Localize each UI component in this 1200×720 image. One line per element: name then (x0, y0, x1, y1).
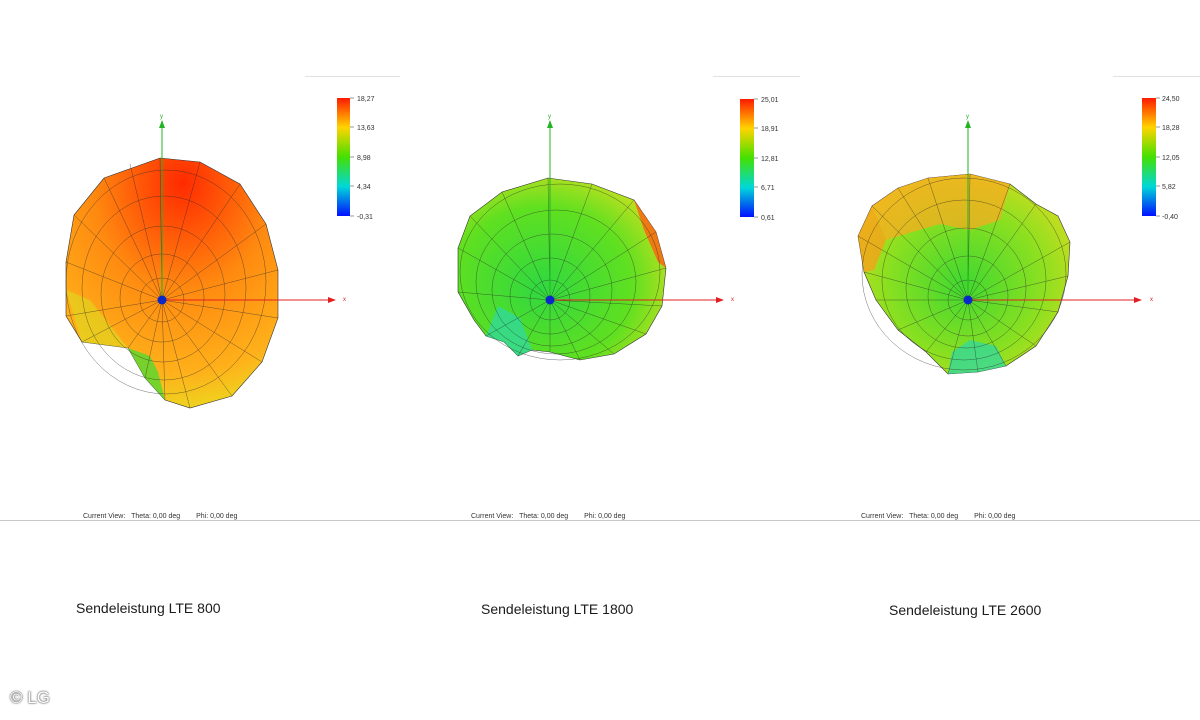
x-axis-arrow (716, 297, 724, 303)
chart-caption: Sendeleistung LTE 800 (76, 600, 221, 616)
x-axis-label: x (1150, 297, 1153, 303)
x-axis-arrow (1134, 297, 1142, 303)
colorbar-tick-label: 13,63 (357, 125, 375, 132)
pattern-lobe-green (128, 348, 165, 400)
colorbar-tick-label: 4,34 (357, 184, 371, 191)
colorbar-top-rule (1113, 76, 1200, 77)
chart-panel-lte-1800: y x 25,01 18,91 12,81 6,71 0,61 Current … (400, 0, 800, 720)
colorbar-tick-label: 12,05 (1162, 155, 1180, 162)
y-axis-label: y (160, 114, 163, 120)
y-axis-label: y (548, 114, 551, 120)
current-view-readout: Current View: Theta: 0,00 deg Phi: 0,00 … (471, 513, 626, 520)
current-view-readout: Current View: Theta: 0,00 deg Phi: 0,00 … (83, 513, 238, 520)
x-axis-label: x (343, 297, 346, 303)
colorbar-tick-label: 0,61 (761, 215, 775, 222)
copyright-watermark: © LG (10, 688, 50, 707)
colorbar-top-rule (305, 76, 400, 77)
colorbar-tick-label: 18,28 (1162, 125, 1180, 132)
current-view-readout: Current View: Theta: 0,00 deg Phi: 0,00 … (861, 513, 1016, 520)
colorbar-ticks (754, 98, 758, 218)
colorbar-tick-label: 5,82 (1162, 184, 1176, 191)
colorbar-tick-label: 24,50 (1162, 96, 1180, 103)
y-axis-arrow (965, 120, 971, 128)
colorbar-tick-label: 18,91 (761, 126, 779, 133)
chart-caption: Sendeleistung LTE 1800 (481, 601, 634, 617)
colorbar-top-rule (713, 76, 800, 77)
colorbar-ticks (1156, 97, 1160, 217)
colorbar-ticks (350, 97, 354, 217)
chart-panel-lte-800: y x 18,27 13,63 8,98 4,34 -0,31 Current … (0, 0, 400, 720)
origin-point (963, 295, 973, 305)
colorbar-tick-label: 25,01 (761, 97, 779, 104)
y-axis-label: y (966, 114, 969, 120)
pattern-lobe-cyan (948, 340, 1006, 374)
colorbar (337, 98, 350, 216)
pattern-surface (65, 157, 279, 409)
pattern-lobe-orange-left (858, 206, 886, 272)
radiation-pattern-lte-800: y x 18,27 13,63 8,98 4,34 -0,31 (65, 96, 375, 409)
origin-point (157, 295, 167, 305)
colorbar (740, 99, 754, 217)
radiation-pattern-lte-1800: y x 25,01 18,91 12,81 6,71 0,61 (457, 97, 779, 361)
x-axis-arrow (328, 297, 336, 303)
colorbar-tick-label: 6,71 (761, 185, 775, 192)
pattern-lobe-cyan (486, 306, 532, 356)
y-axis-arrow (547, 120, 553, 128)
chart-panel-lte-2600: y x 24,50 18,28 12,05 5,82 -0,40 Current… (800, 0, 1200, 720)
colorbar-tick-label: 18,27 (357, 96, 375, 103)
x-axis-label: x (731, 297, 734, 303)
colorbar-tick-label: 12,81 (761, 156, 779, 163)
pattern-lobe-orange-top (872, 174, 1010, 240)
colorbar (1142, 98, 1156, 216)
radiation-pattern-lte-2600: y x 24,50 18,28 12,05 5,82 -0,40 (857, 96, 1180, 375)
colorbar-tick-label: -0,31 (357, 214, 373, 221)
chart-caption: Sendeleistung LTE 2600 (889, 602, 1042, 618)
origin-point (545, 295, 555, 305)
divider-line (0, 520, 1200, 521)
y-axis-arrow (159, 120, 165, 128)
colorbar-tick-label: 8,98 (357, 155, 371, 162)
colorbar-tick-label: -0,40 (1162, 214, 1178, 221)
